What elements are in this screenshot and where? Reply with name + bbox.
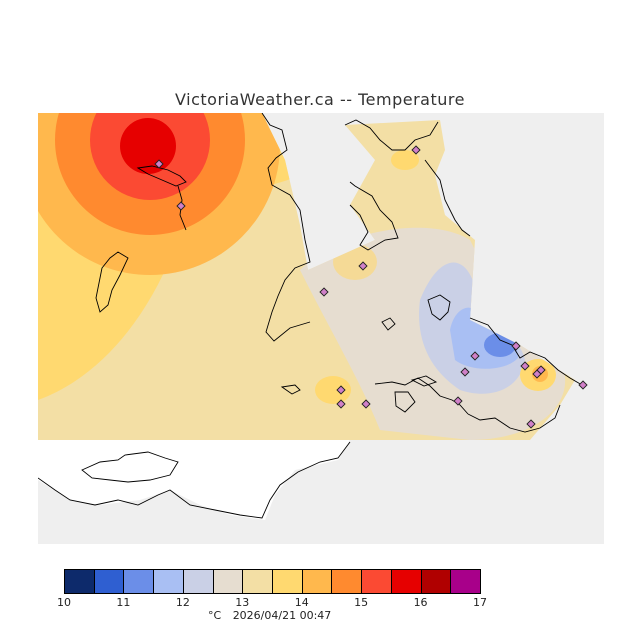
legend-tick-13: 13: [235, 596, 250, 609]
legend-unit: °C: [208, 609, 222, 622]
legend-swatch-3: [123, 569, 155, 594]
map-title: VictoriaWeather.ca -- Temperature: [175, 90, 465, 109]
station-4[interactable]: [358, 261, 368, 271]
station-17[interactable]: [526, 419, 536, 429]
legend-tick-10: 10: [57, 596, 71, 609]
legend-tick-15: 15: [354, 596, 369, 609]
legend-swatch-12: [390, 569, 422, 594]
color-legend: [64, 569, 481, 594]
legend-tick-16: 16: [413, 596, 428, 609]
station-5[interactable]: [319, 287, 329, 297]
station-8[interactable]: [511, 341, 521, 351]
legend-tick-14: 14: [294, 596, 309, 609]
station-11[interactable]: [536, 365, 546, 375]
station-16[interactable]: [453, 396, 463, 406]
legend-swatch-6: [212, 569, 244, 594]
legend-tick-17: 17: [473, 596, 487, 609]
coastline: [38, 113, 583, 519]
legend-swatch-4: [153, 569, 184, 594]
legend-swatch-10: [331, 569, 363, 594]
legend-swatch-14: [450, 569, 481, 594]
station-2[interactable]: [176, 201, 186, 211]
station-6[interactable]: [470, 351, 480, 361]
station-15[interactable]: [361, 399, 371, 409]
legend-swatch-8: [272, 569, 303, 594]
timestamp: 2026/04/21 00:47: [232, 609, 332, 622]
legend-swatch-2: [93, 569, 125, 594]
station-14[interactable]: [336, 399, 346, 409]
legend-tick-11: 11: [116, 596, 131, 609]
station-12[interactable]: [578, 380, 588, 390]
station-1[interactable]: [154, 159, 164, 169]
station-3[interactable]: [411, 145, 421, 155]
station-markers: [154, 145, 588, 429]
station-13[interactable]: [336, 385, 346, 395]
legend-tick-12: 12: [175, 596, 190, 609]
legend-swatch-1: [64, 569, 95, 594]
legend-caption: °C 2026/04/21 00:47: [208, 609, 339, 622]
legend-swatch-9: [301, 569, 333, 594]
station-7[interactable]: [460, 367, 470, 377]
legend-swatch-13: [420, 569, 452, 594]
legend-swatch-7: [242, 569, 273, 594]
temperature-map[interactable]: [38, 113, 604, 544]
legend-swatch-11: [361, 569, 392, 594]
legend-swatch-5: [182, 569, 214, 594]
station-9[interactable]: [520, 361, 530, 371]
